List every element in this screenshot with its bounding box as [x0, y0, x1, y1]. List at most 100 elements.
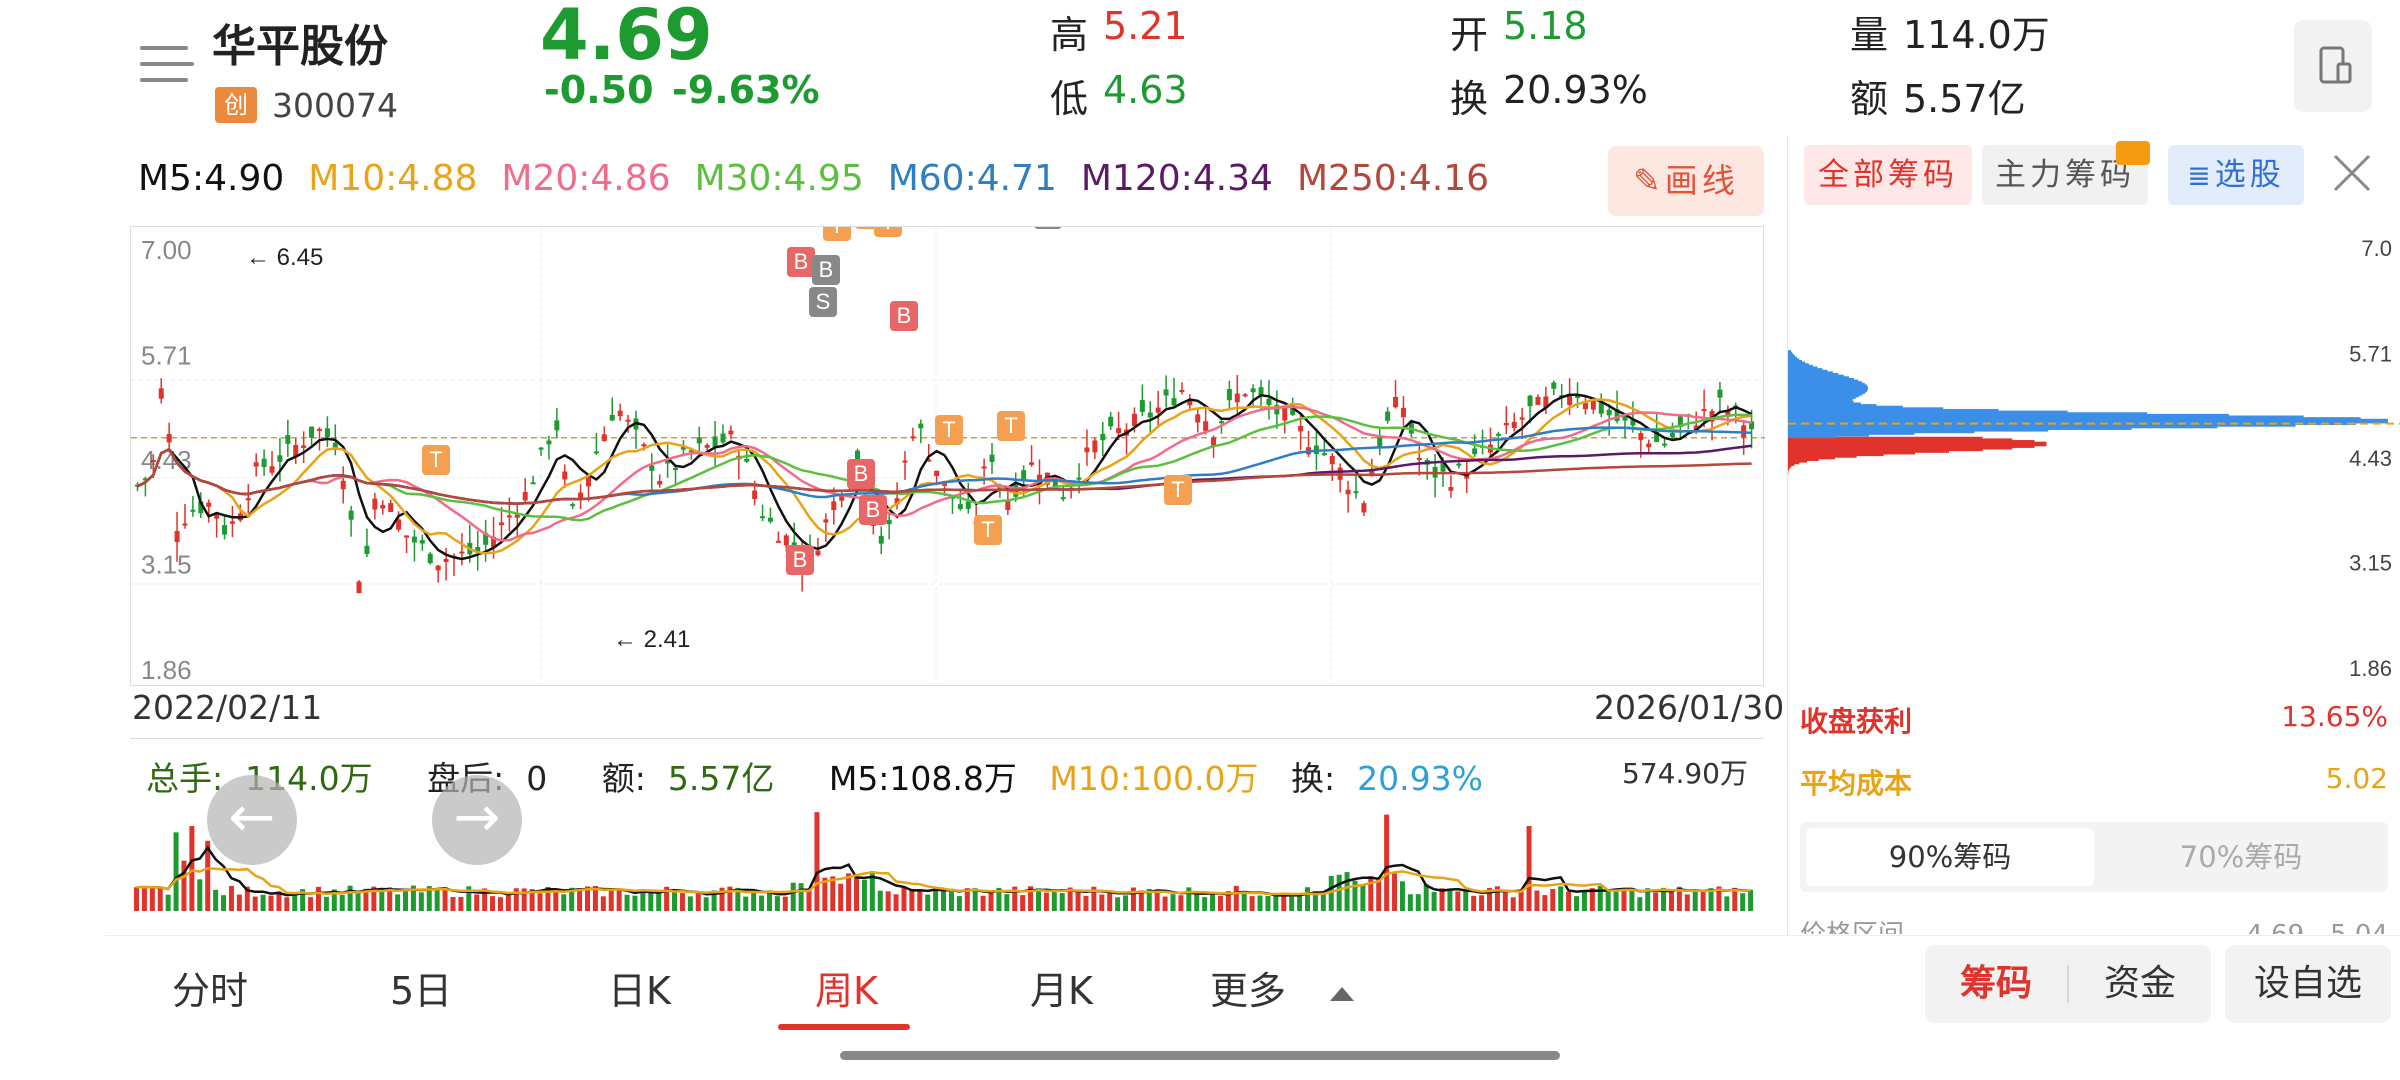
volume-bar	[735, 887, 741, 911]
chips-button[interactable]: 筹码	[1959, 963, 2032, 1004]
candle-body	[522, 492, 528, 501]
menu-icon[interactable]	[140, 42, 194, 86]
vol-m5: M5:108.8万	[828, 759, 1017, 798]
turnover-value: 20.93%	[1503, 68, 1648, 112]
chip-bar	[1788, 355, 1796, 359]
tab-main-chips[interactable]: 主力筹码	[1982, 141, 2150, 205]
kline-chart[interactable]: 7.005.714.433.151.86← 6.45← 2.41TBBSTTTB…	[130, 226, 1765, 687]
y-axis-label: 3.15	[141, 550, 192, 580]
volume-bar	[703, 897, 709, 911]
candle-body	[1147, 412, 1153, 418]
volume-bar	[1494, 886, 1500, 911]
volume-bar	[624, 894, 630, 911]
ma-legend-item: M250:4.16	[1296, 158, 1489, 199]
chip-bar	[1788, 390, 1865, 394]
device-switch-button[interactable]	[2294, 20, 2372, 112]
chip-bar	[1788, 467, 1789, 471]
candle-body	[609, 414, 615, 421]
ma-legend-item: M10:4.88	[308, 158, 478, 199]
candle-body	[443, 558, 449, 562]
volume-bar	[885, 891, 891, 911]
chip-bar	[1788, 441, 2047, 445]
volume-bar	[545, 886, 551, 911]
chip-bar	[1788, 356, 1797, 360]
volume-bar	[521, 888, 527, 911]
active-tab-indicator	[778, 1024, 910, 1030]
volume-bar	[648, 891, 654, 911]
volume-bar	[1273, 895, 1279, 911]
tab-daily-k[interactable]: 日K	[608, 969, 671, 1013]
candle-body	[1662, 443, 1668, 446]
seg-70-chips[interactable]: 70%筹码	[2179, 840, 2303, 874]
volume-bar	[941, 889, 947, 911]
volume-bar	[1692, 891, 1698, 911]
add-watchlist-button[interactable]: 设自选	[2225, 945, 2391, 1023]
ma-line	[136, 413, 1752, 522]
tab-all-chips[interactable]: 全部筹码	[1804, 145, 1972, 205]
chip-bar	[1788, 413, 2229, 417]
ma-legend-item: M60:4.71	[887, 158, 1057, 199]
vol-turn: 20.93%	[1357, 759, 1483, 798]
scroll-left-button[interactable]: ←	[207, 775, 297, 865]
chip-bar	[1788, 399, 1852, 403]
tab-stock-pick[interactable]: ≣选股	[2168, 145, 2304, 205]
volume-bar	[1653, 892, 1659, 911]
volume-bar	[869, 871, 875, 911]
candle-body	[1155, 407, 1161, 413]
ma-line	[136, 393, 1753, 561]
signal-badge-b: B	[890, 301, 918, 331]
candle-body	[1393, 397, 1399, 408]
funds-button[interactable]: 资金	[2103, 963, 2176, 1004]
tab-intraday[interactable]: 分时	[172, 969, 249, 1013]
candle-body	[823, 519, 829, 523]
candle-body	[1029, 462, 1035, 465]
volume-bar	[1115, 897, 1121, 911]
scroll-right-button[interactable]: →	[432, 775, 522, 865]
profit-value: 13.65%	[2281, 700, 2388, 733]
candle-body	[894, 498, 900, 505]
candle-body	[562, 471, 568, 480]
chip-bar	[1788, 404, 1877, 408]
candle-body	[475, 547, 481, 553]
volume-bar	[1194, 894, 1200, 911]
volume-bar	[1574, 896, 1580, 911]
volume-bar	[727, 886, 733, 911]
avg-cost-label: 平均成本	[1800, 767, 1913, 800]
seg-90-chips[interactable]: 90%筹码	[1806, 828, 2094, 886]
tab-weekly-k[interactable]: 周K	[815, 969, 878, 1013]
chip-bar	[1788, 451, 1916, 455]
volume-bar	[1415, 894, 1421, 911]
signal-badge-t: T	[974, 515, 1002, 545]
volume-bar	[1130, 887, 1136, 911]
volume-bar	[1305, 887, 1311, 911]
draw-line-button[interactable]: ✎画线	[1608, 146, 1764, 216]
volume-chart[interactable]	[130, 738, 1764, 916]
candle-body	[1590, 400, 1596, 410]
tab-monthly-k[interactable]: 月K	[1030, 969, 1093, 1013]
chip-bar	[1788, 458, 1819, 461]
tab-more[interactable]: 更多	[1210, 960, 1355, 1015]
signal-badge-bg	[812, 255, 840, 285]
volume-bar	[1297, 895, 1303, 911]
volume-bar	[1502, 889, 1508, 911]
close-icon[interactable]	[2327, 148, 2377, 198]
volume-bar	[854, 876, 860, 911]
candle-body	[1321, 453, 1327, 456]
max-price-marker: ← 6.45	[246, 244, 323, 271]
candle-body	[1582, 402, 1588, 410]
arrow-right-icon: →	[453, 785, 501, 850]
tab-5day[interactable]: 5日	[390, 969, 453, 1013]
volume-value: 114.0万	[1903, 13, 2050, 57]
volume-bar	[1589, 888, 1595, 911]
candle-body	[1274, 405, 1280, 415]
volume-bar	[1083, 895, 1089, 911]
volume-bar	[790, 882, 796, 911]
volume-bar	[1479, 895, 1485, 911]
volume-bar	[1067, 887, 1073, 911]
open-label: 开	[1450, 13, 1489, 57]
volume-bar	[442, 887, 448, 911]
candle-body	[1654, 432, 1660, 442]
candle-body	[222, 525, 228, 535]
volume-bar	[387, 887, 393, 911]
volume-bar	[996, 887, 1002, 911]
